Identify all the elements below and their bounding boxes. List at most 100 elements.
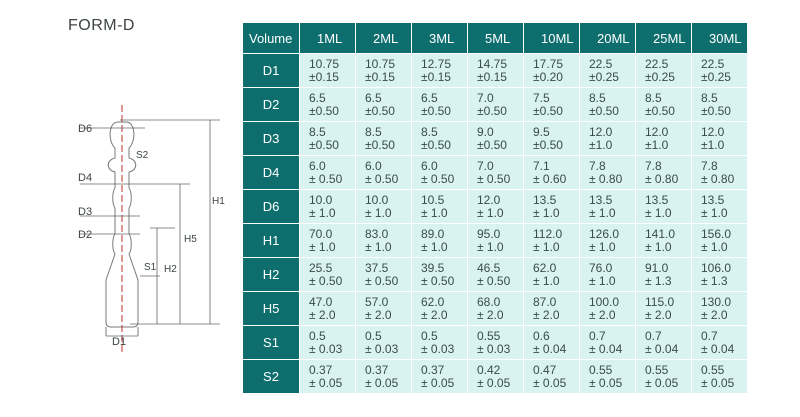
cell-tolerance: ±0.15: [309, 69, 339, 84]
cell-tolerance: ± 0.04: [533, 341, 567, 356]
column-header: 3ML: [412, 23, 467, 53]
table-cell: 0.55 ± 0.05: [692, 360, 747, 393]
cell-value: 12.0: [589, 124, 613, 139]
cell-value: 87.0: [533, 294, 557, 309]
cell-tolerance: ±0.50: [365, 103, 395, 118]
table-cell: 6.0 ± 0.50: [412, 156, 467, 189]
table-row: H2 25.5 ± 0.50 37.5 ± 0.50 39.5 ± 0.50 46.5 ± 0.…: [243, 258, 747, 291]
cell-tolerance: ± 0.50: [365, 171, 399, 186]
table-body: D1 10.75 ±0.15 10.75 ±0.15 12.75 ±0.15 14.75 ±0.…: [243, 54, 747, 393]
cell-value: 10.5: [421, 192, 445, 207]
cell-tolerance: ± 1.0: [645, 205, 672, 220]
cell-value: 8.5: [421, 124, 438, 139]
cell-tolerance: ± 0.05: [533, 375, 567, 390]
label-d2: D2: [78, 229, 92, 241]
cell-value: 8.5: [365, 124, 382, 139]
table-cell: 57.0 ± 2.0: [356, 292, 411, 325]
cell-value: 6.0: [421, 158, 438, 173]
cell-tolerance: ± 2.0: [421, 307, 448, 322]
cell-value: 0.6: [533, 328, 550, 343]
cell-tolerance: ± 2.0: [533, 307, 560, 322]
table-cell: 0.7 ± 0.04: [580, 326, 635, 359]
table-cell: 76.0 ± 1.0: [580, 258, 635, 291]
table-cell: 13.5 ± 1.0: [524, 190, 579, 223]
cell-tolerance: ±1.0: [589, 137, 613, 152]
table-cell: 39.5 ± 0.50: [412, 258, 467, 291]
header-row: Volume 1ML 2ML 3ML 5ML 10ML 20ML 25ML 30ML: [243, 23, 747, 53]
table-cell: 6.0 ± 0.50: [356, 156, 411, 189]
row-label: D3: [243, 122, 299, 155]
cell-value: 13.5: [701, 192, 725, 207]
cell-tolerance: ± 0.03: [365, 341, 399, 356]
table-cell: 0.37 ± 0.05: [412, 360, 467, 393]
cell-value: 57.0: [365, 294, 389, 309]
row-label: H2: [243, 258, 299, 291]
cell-value: 46.5: [477, 260, 501, 275]
cell-value: 9.5: [533, 124, 550, 139]
table-cell: 12.0 ±1.0: [636, 122, 691, 155]
cell-value: 6.5: [365, 90, 382, 105]
table-cell: 95.0 ± 1.0: [468, 224, 523, 257]
table-cell: 13.5 ± 1.0: [692, 190, 747, 223]
row-label: D2: [243, 88, 299, 121]
cell-tolerance: ± 1.0: [701, 205, 728, 220]
cell-value: 7.0: [477, 158, 494, 173]
table-cell: 141.0 ± 1.0: [636, 224, 691, 257]
cell-tolerance: ± 1.0: [365, 239, 392, 254]
table-row: H1 70.0 ± 1.0 83.0 ± 1.0 89.0 ± 1.0 95.0 ± 1.0 11…: [243, 224, 747, 257]
cell-tolerance: ± 2.0: [477, 307, 504, 322]
cell-value: 22.5: [589, 56, 613, 71]
table-cell: 6.5 ±0.50: [412, 88, 467, 121]
table-cell: 7.0 ± 0.50: [468, 156, 523, 189]
cell-tolerance: ±0.50: [533, 103, 563, 118]
cell-value: 0.7: [645, 328, 662, 343]
cell-tolerance: ± 2.0: [365, 307, 392, 322]
column-header: 25ML: [636, 23, 691, 53]
table-cell: 0.55 ± 0.05: [636, 360, 691, 393]
cell-tolerance: ±0.50: [365, 137, 395, 152]
cell-value: 0.55: [645, 362, 669, 377]
cell-value: 91.0: [645, 260, 669, 275]
cell-value: 156.0: [701, 226, 732, 241]
table-cell: 0.5 ± 0.03: [356, 326, 411, 359]
cell-tolerance: ± 0.50: [309, 273, 343, 288]
cell-tolerance: ±0.50: [589, 103, 619, 118]
cell-tolerance: ± 0.05: [309, 375, 343, 390]
table-row: S1 0.5 ± 0.03 0.5 ± 0.03 0.5 ± 0.03 0.55 ± 0.03 0…: [243, 326, 747, 359]
cell-tolerance: ± 0.05: [589, 375, 623, 390]
cell-tolerance: ± 0.03: [421, 341, 455, 356]
table-cell: 8.5 ±0.50: [412, 122, 467, 155]
cell-tolerance: ± 0.80: [589, 171, 623, 186]
table-cell: 100.0 ± 2.0: [580, 292, 635, 325]
cell-tolerance: ± 0.50: [421, 273, 455, 288]
table-cell: 10.0 ± 1.0: [356, 190, 411, 223]
cell-tolerance: ± 1.3: [701, 273, 728, 288]
table-cell: 14.75 ±0.15: [468, 54, 523, 87]
cell-tolerance: ±0.25: [701, 69, 731, 84]
cell-value: 12.0: [477, 192, 501, 207]
cell-tolerance: ±0.50: [477, 103, 507, 118]
table-cell: 7.8 ± 0.80: [692, 156, 747, 189]
table-cell: 12.75 ±0.15: [412, 54, 467, 87]
cell-value: 8.5: [589, 90, 606, 105]
table-cell: 8.5 ±0.50: [356, 122, 411, 155]
cell-tolerance: ±0.50: [421, 103, 451, 118]
cell-value: 12.0: [701, 124, 725, 139]
table-row: D4 6.0 ± 0.50 6.0 ± 0.50 6.0 ± 0.50 7.0 ± 0.50 7.…: [243, 156, 747, 189]
cell-value: 0.55: [701, 362, 725, 377]
cell-value: 25.5: [309, 260, 333, 275]
row-label: H5: [243, 292, 299, 325]
cell-tolerance: ± 0.60: [533, 171, 567, 186]
ampoule-outline: [105, 121, 139, 328]
table-cell: 130.0 ± 2.0: [692, 292, 747, 325]
cell-value: 10.75: [365, 56, 396, 71]
cell-value: 0.5: [365, 328, 382, 343]
cell-value: 0.55: [477, 328, 501, 343]
cell-tolerance: ±0.50: [309, 103, 339, 118]
cell-tolerance: ± 1.0: [533, 273, 560, 288]
cell-value: 6.0: [365, 158, 382, 173]
table-cell: 62.0 ± 2.0: [412, 292, 467, 325]
table-cell: 0.55 ± 0.05: [580, 360, 635, 393]
cell-tolerance: ± 0.50: [477, 273, 511, 288]
table-cell: 156.0 ± 1.0: [692, 224, 747, 257]
